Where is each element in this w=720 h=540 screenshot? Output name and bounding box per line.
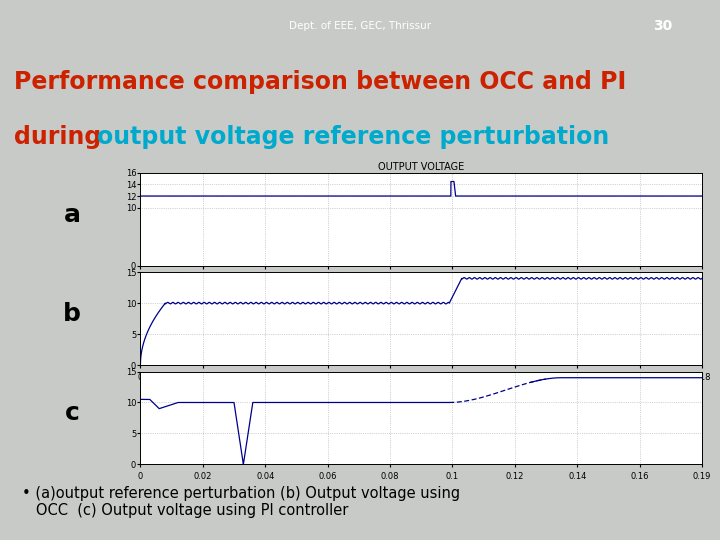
Text: 30: 30 [653, 19, 672, 33]
Text: • (a)output reference perturbation (b) Output voltage using
   OCC  (c) Output v: • (a)output reference perturbation (b) O… [22, 486, 460, 518]
Text: output voltage reference perturbation: output voltage reference perturbation [97, 125, 609, 149]
Text: Dept. of EEE, GEC, Thrissur: Dept. of EEE, GEC, Thrissur [289, 21, 431, 31]
Text: during: during [14, 125, 110, 149]
Text: b: b [63, 302, 81, 326]
Title: OUTPUT VOLTAGE: OUTPUT VOLTAGE [378, 162, 464, 172]
Text: Performance comparison between OCC and PI: Performance comparison between OCC and P… [14, 70, 626, 93]
Text: c: c [65, 401, 79, 426]
Text: a: a [63, 202, 81, 227]
